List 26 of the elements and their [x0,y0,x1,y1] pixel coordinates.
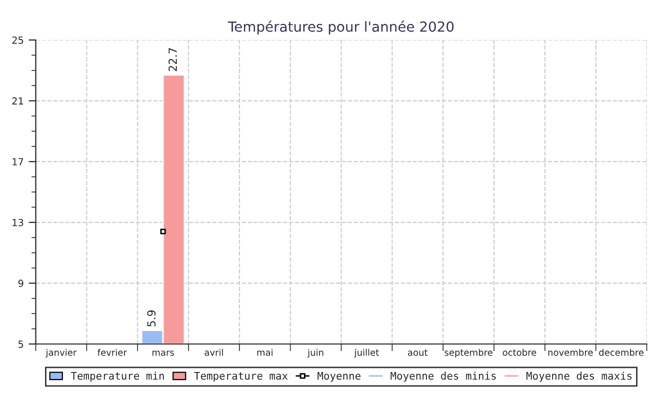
x-tick-label: avril [204,348,223,356]
x-tick-label: mars [152,350,174,356]
data-label: 22.7 [168,48,177,72]
y-tick-label: 17 [12,158,24,166]
x-tick-label: octobre [502,348,536,356]
x-tick-label: decembre [599,348,644,356]
x-tick-label: fevrier [98,348,127,356]
x-tick-label: juin [307,348,324,358]
legend-label: Temperature min [70,372,164,382]
x-tick-label: novembre [548,348,593,356]
y-tick-label: 21 [12,97,24,104]
legend-label: Moyenne [318,372,360,382]
y-tick-label: 25 [12,36,24,44]
legend-label: Moyenne des minis [390,372,496,382]
y-tick-label: 9 [18,280,24,288]
x-tick-label: mai [257,348,272,356]
x-tick-label: aout [408,349,428,356]
data-label: 5.9 [147,310,156,326]
legend-label: Temperature max [194,372,288,382]
chart-title: Températures pour l'année 2020 [228,20,454,35]
x-tick-label: juillet [354,348,379,358]
x-tick-label: janvier [46,348,77,358]
legend-label: Moyenne des maxis [526,372,632,382]
y-tick-label: 5 [18,340,24,348]
y-tick-label: 13 [12,218,24,226]
x-tick-label: septembre [444,348,492,358]
